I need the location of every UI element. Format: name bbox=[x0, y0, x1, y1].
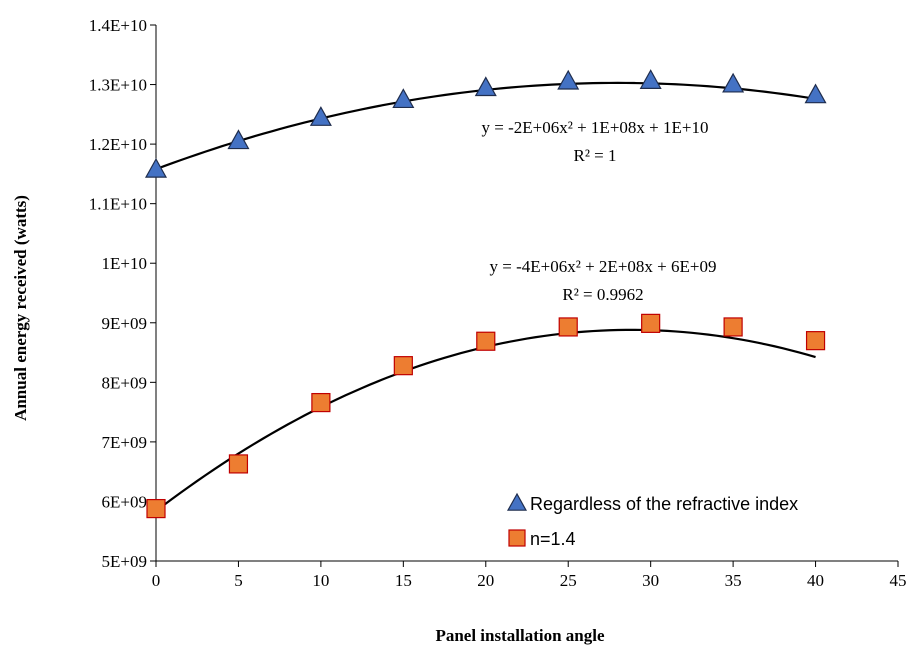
data-point-triangle bbox=[639, 69, 662, 89]
x-tick-label: 40 bbox=[807, 571, 824, 590]
x-tick-label: 15 bbox=[395, 571, 412, 590]
y-tick-label: 5E+09 bbox=[102, 552, 147, 571]
data-point-triangle bbox=[474, 76, 497, 97]
trendline-equation: y = -2E+06x² + 1E+08x + 1E+10 bbox=[482, 118, 709, 137]
y-tick-label: 7E+09 bbox=[102, 433, 147, 452]
legend-marker-square bbox=[508, 529, 526, 547]
x-tick-label: 45 bbox=[890, 571, 907, 590]
x-tick-label: 30 bbox=[642, 571, 659, 590]
data-point-triangle bbox=[804, 83, 827, 104]
data-point-square bbox=[723, 317, 743, 337]
data-point-square bbox=[146, 498, 166, 519]
trendline-r-squared: R² = 1 bbox=[573, 146, 616, 165]
trendline-series-2 bbox=[155, 328, 816, 512]
trendline-equation: y = -4E+06x² + 2E+08x + 6E+09 bbox=[490, 257, 717, 276]
data-point-triangle bbox=[392, 88, 415, 109]
data-point-triangle bbox=[722, 72, 745, 93]
y-tick-label: 1E+10 bbox=[102, 254, 147, 273]
y-tick-label: 1.4E+10 bbox=[89, 16, 147, 35]
x-tick-label: 20 bbox=[477, 571, 494, 590]
x-tick-label: 0 bbox=[152, 571, 161, 590]
data-point-square bbox=[393, 356, 413, 376]
x-tick-label: 10 bbox=[312, 571, 329, 590]
x-tick-label: 5 bbox=[234, 571, 243, 590]
y-tick-label: 6E+09 bbox=[102, 492, 147, 511]
legend-label: Regardless of the refractive index bbox=[530, 494, 798, 514]
x-tick-label: 25 bbox=[560, 571, 577, 590]
data-point-square bbox=[641, 313, 661, 333]
data-point-square bbox=[476, 331, 496, 351]
x-axis-title: Panel installation angle bbox=[435, 626, 605, 645]
data-point-square bbox=[228, 454, 249, 474]
y-tick-label: 1.3E+10 bbox=[89, 76, 147, 95]
y-tick-label: 8E+09 bbox=[102, 373, 147, 392]
legend-label: n=1.4 bbox=[530, 529, 576, 549]
y-tick-label: 9E+09 bbox=[102, 314, 147, 333]
data-point-square bbox=[311, 392, 331, 413]
plot-area: 5E+09 6E+09 7E+09 8E+09 9E+09 1E+10 1.1E+10 1.2… bbox=[89, 16, 907, 590]
y-tick-label: 1.2E+10 bbox=[89, 135, 147, 154]
data-point-triangle bbox=[144, 157, 168, 178]
data-point-square bbox=[805, 331, 826, 351]
y-tick-label: 1.1E+10 bbox=[89, 195, 147, 214]
legend-marker-triangle bbox=[506, 492, 528, 511]
data-point-triangle bbox=[557, 69, 580, 90]
data-point-triangle bbox=[309, 106, 332, 126]
data-point-triangle bbox=[227, 129, 250, 150]
x-tick-label: 35 bbox=[725, 571, 742, 590]
trendline-r-squared: R² = 0.9962 bbox=[562, 285, 643, 304]
data-point-square bbox=[558, 317, 578, 337]
y-axis-title: Annual energy received (watts) bbox=[11, 195, 30, 421]
